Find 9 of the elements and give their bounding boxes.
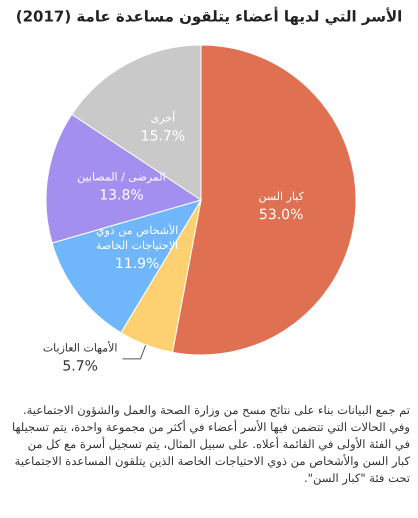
slice-label: المرضى / المصابين (77, 170, 166, 184)
data-label: 11.9% (114, 256, 160, 272)
data-label: 13.8% (99, 187, 144, 204)
data-label: 5.7% (62, 358, 98, 374)
text: تم جمع البيانات بناء على نتائج مسح من وزارة الصحة والعمل والشؤون الاجتماعية. وفي الحالات التي تتضمن فيها الأسر أعضاء في أكثر من مجموعة واحدة، يتم تسجيلها في الفئة الأولى في القائمة أعلاه. على سبيل المثال، يتم تسجيل أسرة مع كل من كبار السن والأشخاص من ذوي الاحتياجات الخاصة الذين يتلقون المساعدة الاجتماعية تحت فئة "كبار السن". (10, 402, 410, 487)
slice-label: الأمهات العازبات (42, 340, 118, 354)
chart-title: الأسر التي لديها أعضاء يتلقون مساعدة عامة (2017) (16, 6, 402, 26)
data-label: 53.0% (258, 206, 304, 223)
slice-label: كبار السن (258, 190, 305, 203)
